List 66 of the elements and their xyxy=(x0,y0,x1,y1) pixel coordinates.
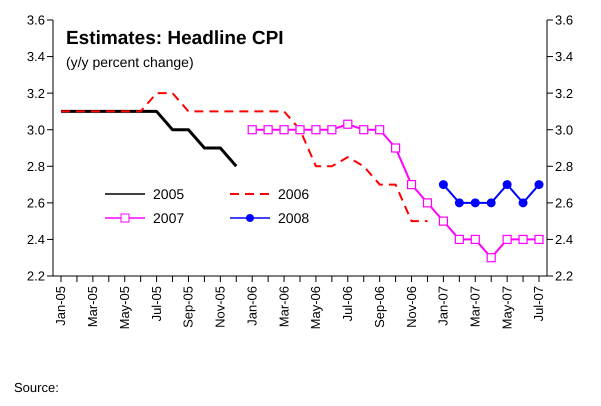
source-note: Source: xyxy=(14,380,59,395)
x-tick-label: Jan-07 xyxy=(436,286,451,326)
y-tick-label: 2.2 xyxy=(26,268,45,284)
legend-label: 2005 xyxy=(153,186,184,202)
x-tick-label: Mar-06 xyxy=(276,286,292,328)
y2-tick-label: 2.2 xyxy=(555,268,574,284)
point xyxy=(248,125,257,134)
x-tick-label: Jul-07 xyxy=(531,286,546,322)
point xyxy=(264,125,273,134)
point xyxy=(534,234,544,244)
y-tick-label: 3.2 xyxy=(26,86,45,101)
y2-tick-label: 3.4 xyxy=(555,49,574,64)
x-tick-label: Mar-07 xyxy=(467,286,482,328)
x-tick-label: Jan-05 xyxy=(53,286,68,326)
x-tick-label: May-05 xyxy=(116,286,132,330)
line-series xyxy=(60,92,428,222)
x-tick-label: Jul-05 xyxy=(148,286,164,322)
y-tick-label: 3.0 xyxy=(26,122,45,138)
x-tick-label: May-06 xyxy=(308,286,324,330)
point xyxy=(438,180,448,190)
point xyxy=(534,180,544,190)
y-tick-label: 2.4 xyxy=(26,232,45,248)
y2-tick-label: 3.0 xyxy=(555,122,574,138)
point xyxy=(327,125,336,134)
legend-label: 2006 xyxy=(278,186,310,202)
x-tick-label: Jan-06 xyxy=(244,286,260,326)
point xyxy=(518,198,528,208)
y2-tick-label: 2.4 xyxy=(555,232,574,248)
chart-title: Estimates: Headline CPI xyxy=(66,28,284,50)
point xyxy=(502,180,512,190)
point xyxy=(359,125,368,134)
y-tick-label: 2.8 xyxy=(26,158,45,174)
y2-tick-label: 3.2 xyxy=(555,86,574,101)
y2-tick-label: 2.8 xyxy=(555,158,574,174)
y-tick-label: 3.6 xyxy=(26,12,45,28)
x-tick-label: Nov-06 xyxy=(404,286,419,328)
y2-tick-label: 2.6 xyxy=(555,195,574,210)
x-tick-label: Sep-06 xyxy=(372,286,387,328)
text: (y/y percent change) xyxy=(66,54,194,70)
x-tick-label: Mar-05 xyxy=(85,286,100,328)
point xyxy=(454,198,464,208)
point xyxy=(438,216,448,226)
x-tick-label: May-07 xyxy=(499,286,514,330)
legend-label: 2007 xyxy=(153,210,184,226)
legend-label: 2008 xyxy=(278,210,310,226)
point xyxy=(406,180,416,190)
point xyxy=(343,120,352,129)
point xyxy=(470,234,480,244)
point xyxy=(470,198,480,208)
point xyxy=(375,125,384,134)
point xyxy=(486,198,496,208)
point xyxy=(518,234,528,244)
point xyxy=(422,198,432,208)
x-tick-label: Jul-06 xyxy=(340,286,356,322)
y-tick-label: 3.4 xyxy=(26,49,45,64)
point xyxy=(454,234,464,244)
x-tick-label: Nov-05 xyxy=(212,286,228,328)
point xyxy=(311,125,321,134)
x-tick-label: Sep-05 xyxy=(180,286,196,328)
y-tick-label: 2.6 xyxy=(26,195,45,210)
y2-tick-label: 3.6 xyxy=(555,12,574,28)
point xyxy=(391,143,400,153)
point xyxy=(502,234,512,244)
point xyxy=(295,125,305,134)
point xyxy=(486,253,496,262)
point xyxy=(279,125,289,134)
